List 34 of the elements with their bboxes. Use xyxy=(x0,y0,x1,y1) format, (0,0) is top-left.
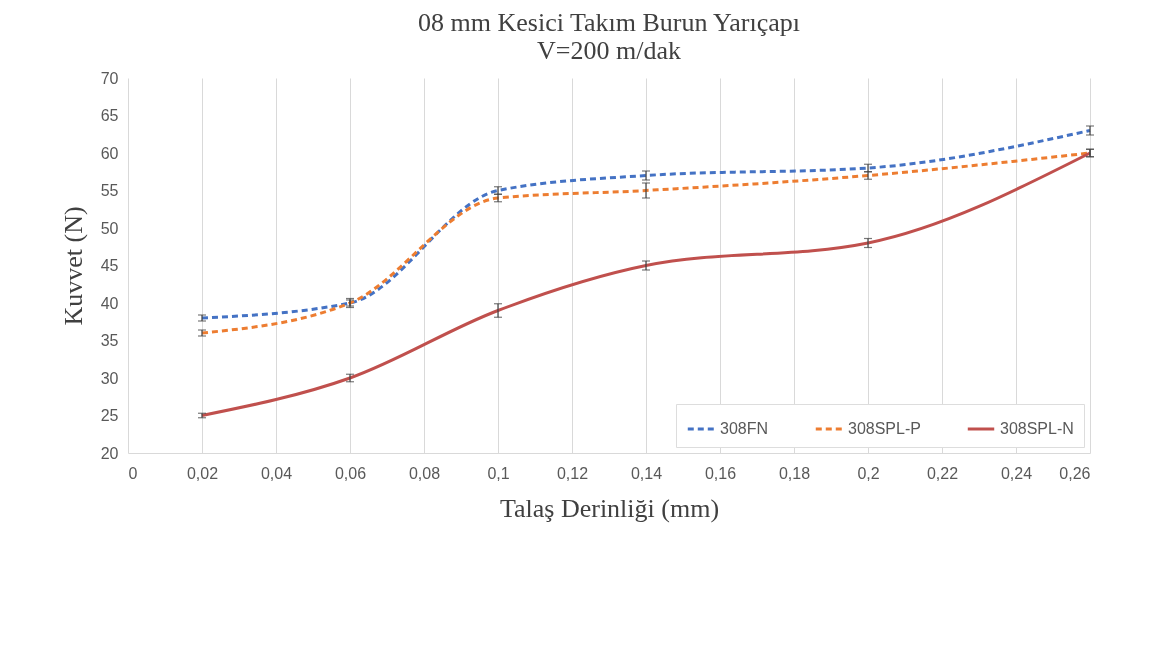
line-series xyxy=(200,129,1092,320)
x-tick-label: 0,18 xyxy=(778,464,811,482)
x-tick-label: 0,14 xyxy=(630,464,663,482)
legend-label: 308SPL-N xyxy=(1000,420,1074,437)
x-axis-title: Talaş Derinliği (mm) xyxy=(499,493,720,523)
legend-label: 308FN xyxy=(720,420,769,437)
x-tick-label: 0,06 xyxy=(334,464,367,482)
y-tick-label: 60 xyxy=(100,144,119,162)
x-tick-label: 0,26 xyxy=(1059,464,1091,482)
y-tick-label: 20 xyxy=(100,444,119,462)
x-tick-label: 0 xyxy=(128,464,138,482)
x-tick-label: 0,22 xyxy=(926,464,959,482)
y-tick-label: 65 xyxy=(100,107,119,124)
x-tick-label: 0,2 xyxy=(857,464,880,482)
legend-label: 308SPL-P xyxy=(848,420,921,437)
y-tick-label: 35 xyxy=(100,332,119,349)
x-tick-label: 0,08 xyxy=(408,464,441,482)
chart-title: 08 mm Kesici Takım Burun Yarıçapı xyxy=(418,8,800,37)
x-tick-label: 0,1 xyxy=(487,464,510,482)
y-tick-label: 25 xyxy=(100,407,119,424)
y-tick-label: 40 xyxy=(100,294,119,312)
y-tick-label: 45 xyxy=(100,257,119,274)
line-series xyxy=(200,151,1092,417)
chart-subtitle: V=200 m/dak xyxy=(537,36,681,65)
x-tick-label: 0,12 xyxy=(556,464,589,482)
x-tick-label: 0,24 xyxy=(1000,464,1033,482)
x-tick-label: 0,04 xyxy=(260,464,293,482)
x-tick-label: 0,02 xyxy=(186,464,219,482)
y-tick-label: 55 xyxy=(100,182,119,199)
y-tick-label: 70 xyxy=(100,69,119,87)
y-axis-title: Kuvvet (N) xyxy=(58,206,88,326)
x-tick-label: 0,16 xyxy=(704,464,737,482)
y-tick-label: 50 xyxy=(100,219,119,237)
y-tick-label: 30 xyxy=(100,369,119,387)
